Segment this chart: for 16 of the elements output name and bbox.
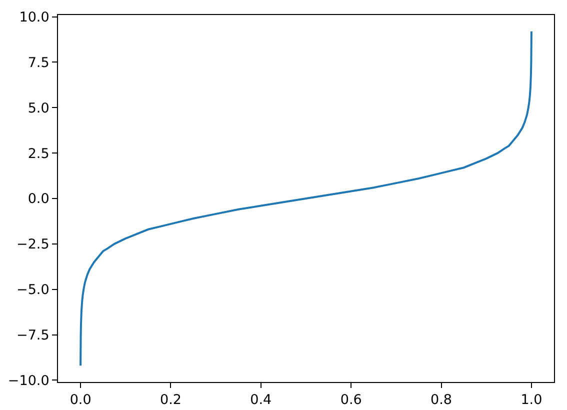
y-tick-label: −10.0 [8,372,50,389]
y-tick-label: 10.0 [19,10,50,26]
x-tick-label: 0.4 [250,392,272,408]
line-series [80,30,532,367]
y-tick-label: 0.0 [28,191,50,208]
y-tick-label: −5.0 [16,282,50,298]
y-tick-label: 5.0 [28,100,50,116]
y-tick-label: −2.5 [16,236,50,253]
x-tick-label: 0.8 [430,392,452,408]
y-tick-label: 7.5 [28,54,50,71]
y-tick-label: 2.5 [28,146,50,162]
x-tick-label: 0.6 [340,392,362,408]
x-tick-label: 0.2 [160,392,182,408]
x-tick-label: 1.0 [520,392,542,408]
x-tick-label: 0.0 [70,392,92,408]
y-tick-label: −7.5 [16,327,50,344]
